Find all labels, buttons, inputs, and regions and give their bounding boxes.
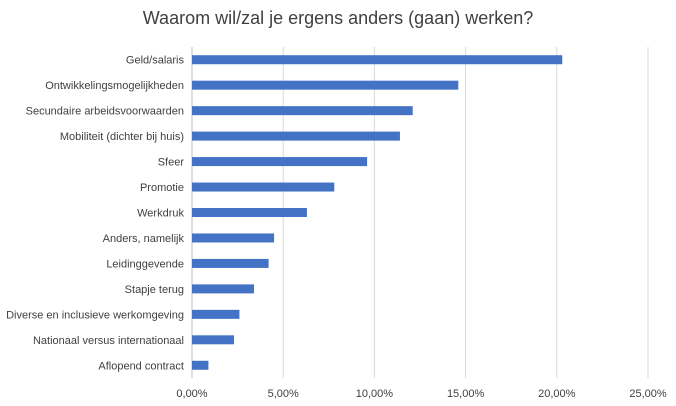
category-label: Secundaire arbeidsvoorwaarden [26, 106, 184, 118]
x-tick-label: 10,00% [356, 388, 394, 400]
x-tick-label: 0,00% [176, 388, 207, 400]
category-label: Nationaal versus internationaal [33, 335, 184, 347]
x-tick-label: 15,00% [447, 388, 485, 400]
category-label: Mobiliteit (dichter bij huis) [60, 131, 184, 143]
category-label: Werkdruk [137, 208, 184, 220]
chart-title: Waarom wil/zal je ergens anders (gaan) w… [142, 8, 534, 28]
category-label: Geld/salaris [126, 55, 185, 67]
bar [192, 106, 413, 116]
x-tick-labels: 0,00% 5,00% 10,00% 15,00% 20,00% 25,00% [176, 388, 666, 400]
category-label: Promotie [140, 182, 184, 194]
category-label: Sfeer [158, 157, 185, 169]
bar [192, 208, 307, 217]
bars [192, 55, 563, 370]
x-tick-label: 25,00% [629, 388, 667, 400]
category-label: Anders, namelijk [103, 233, 185, 245]
bar [192, 258, 269, 268]
bar [192, 131, 400, 141]
category-label: Ontwikkelingsmogelijkheden [45, 80, 184, 92]
x-tick-label: 5,00% [268, 388, 299, 400]
bar [192, 360, 209, 370]
category-label: Stapje terug [125, 284, 184, 296]
x-tick-label: 20,00% [538, 388, 576, 400]
bar [192, 335, 234, 345]
category-label: Diverse en inclusieve werkomgeving [6, 309, 184, 321]
category-labels: Geld/salaris Ontwikkelingsmogelijkheden Se… [6, 55, 184, 373]
bar [192, 55, 563, 65]
bar [192, 182, 335, 192]
bar [192, 157, 368, 167]
category-label: Leidinggevende [106, 258, 184, 270]
bar [192, 309, 240, 319]
bar [192, 233, 275, 243]
bar [192, 284, 255, 294]
bar [192, 80, 459, 90]
category-label: Aflopend contract [98, 360, 184, 372]
